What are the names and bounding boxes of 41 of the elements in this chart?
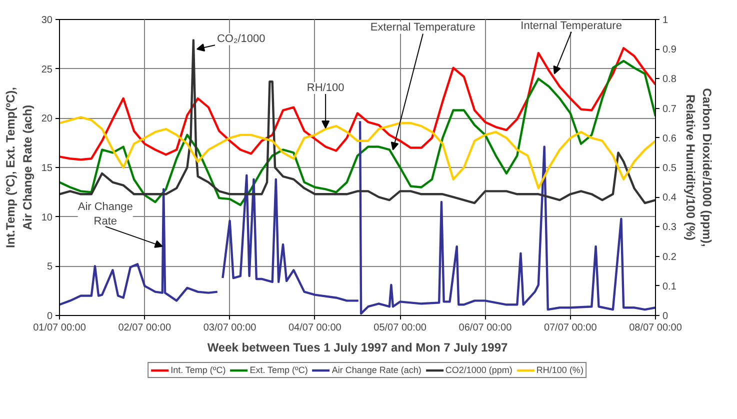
line-series (60, 116, 656, 190)
y-tick-label: 25 (41, 64, 53, 76)
y2-tick-label: 0.8 (662, 74, 677, 86)
y2-axis-title: Carbon Dioxide/1000 (ppm), Relative Humidity/100 (%) (683, 88, 714, 247)
y-tick-label: 5 (46, 262, 53, 273)
x-tick-label: 08/07 00:00 (629, 322, 682, 334)
y2-tick-label: 0.5 (662, 163, 677, 174)
y-axis-title: Int.Temp (ºC), Ext. Temp(ºC), Air Change Rate (ach) (4, 87, 34, 248)
y2-tick-label: 0 (662, 311, 668, 322)
legend-label: CO2/1000 (ppm) (445, 365, 512, 375)
x-tick-label: 03/07 00:00 (203, 322, 257, 334)
y2-tick-label: 0.4 (662, 192, 677, 204)
y2-tick-label: 0.9 (662, 44, 677, 56)
x-tick-label: 01/07 00:00 (33, 322, 86, 334)
legend-label: Air Change Rate (ach) (332, 365, 422, 375)
y-tick-label: 10 (41, 212, 53, 224)
annotation: Internal Temperature (520, 20, 622, 32)
y-tick-label: 0 (46, 311, 53, 322)
x-tick-label: 04/07 00:00 (288, 322, 342, 334)
legend-label: Int. Temp (ºC) (170, 365, 226, 375)
y2-tick-label: 0.1 (662, 281, 677, 292)
x-tick-label: 05/07 00:00 (374, 322, 427, 334)
legend-label: RH/100 (%) (536, 365, 584, 375)
y2-tick-label: 1 (662, 15, 668, 26)
y2-tick-label: 0.6 (662, 133, 677, 144)
annotation: Air Change Rate (78, 201, 133, 228)
y-tick-label: 30 (41, 15, 53, 26)
y-tick-label: 20 (41, 114, 53, 125)
x-tick-label: 02/07 00:00 (118, 322, 172, 334)
y2-tick-label: 0.7 (662, 104, 677, 115)
y2-tick-label: 0.3 (662, 222, 677, 234)
y2-tick-label: 0.2 (662, 252, 677, 263)
x-tick-label: 07/07 00:00 (544, 322, 598, 334)
y-tick-label: 15 (41, 163, 53, 174)
x-axis-title: Week between Tues 1 July 1997 and Mon 7 July 1997 (207, 340, 508, 354)
legend-label: Ext. Temp (ºC) (250, 365, 308, 375)
line-series (60, 47, 656, 161)
annotation: External Temperature (370, 22, 476, 34)
annotation: RH/100 (306, 82, 344, 94)
annotation: CO₂/1000 (216, 33, 266, 46)
x-tick-label: 06/07 00:00 (458, 322, 512, 334)
